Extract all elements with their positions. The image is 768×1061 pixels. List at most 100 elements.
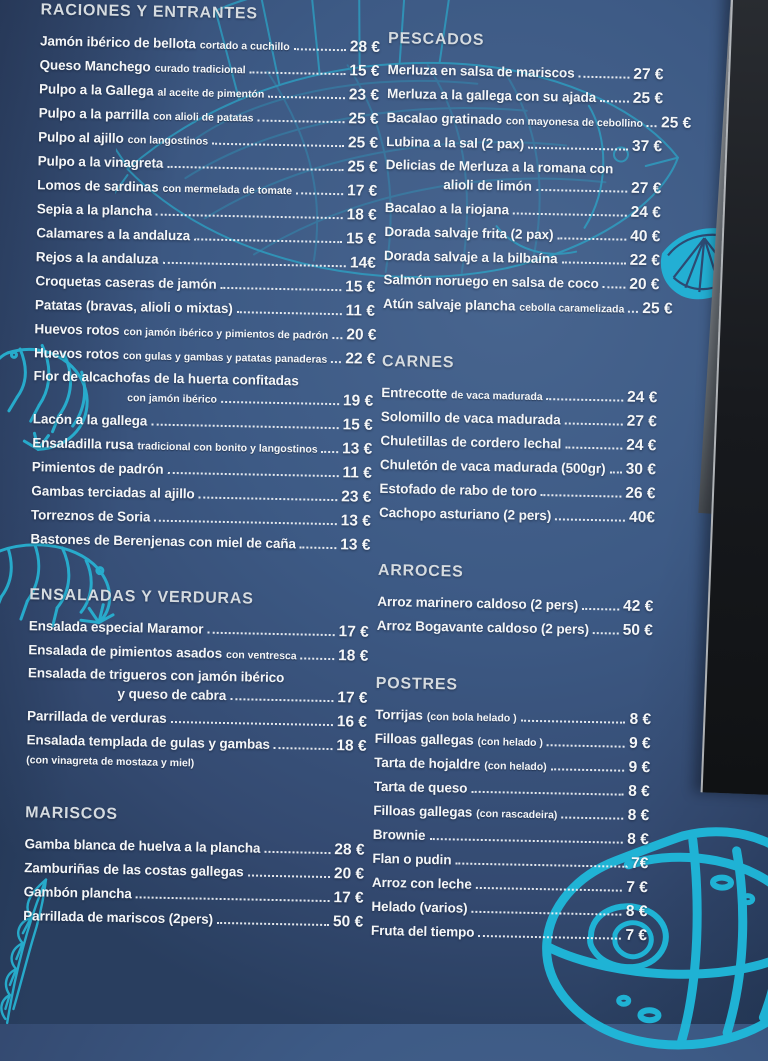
menu-item-row: Patatas (bravas, alioli o mixtas) 11 € [35,296,375,321]
menu-section-postres: POSTRES Torrijas (con bola helado ) 8 € Fill… [371,675,652,945]
item-name: Arroz Bogavante caldoso (2 pers) [376,617,590,637]
item-name: Lubina a la sal (2 pax) [386,134,525,152]
item-price: 8 € [629,710,652,729]
menu-item-row: Arroz marinero caldoso (2 pers) 42 € [377,593,653,616]
menu-item: Huevos rotos con gulas y gambas y patatas… [34,344,376,369]
item-price: 16 € [336,713,368,731]
dot-leader [628,310,639,313]
menu-item: Pulpo a la vinagreta 25 € [38,152,378,177]
item-name: Flan o pudin [372,850,452,868]
menu-section-raciones-y-entrantes: RACIONES Y ENTRANTES Jamón ibérico de bel… [30,1,380,554]
menu-item-row: alioli de limón 27 € [385,175,661,198]
menu-item-row: Huevos rotos con jamón ibérico y pimiento… [34,320,376,345]
item-price: 15 € [345,230,377,248]
item-name: Zamburiñas de las costas gallegas [24,860,244,880]
item-price: 37 € [631,137,663,156]
menu-item: Gambón plancha 17 € [24,883,364,908]
menu-item: Tarta de queso 8 € [374,778,650,801]
menu-item-row: Cachopo asturiano (2 pers) 40€ [379,504,655,527]
item-detail: cortado a cuchillo [199,39,290,54]
item-price: 18 € [337,647,369,665]
menu-item: Torreznos de Soria 13 € [31,506,371,531]
item-note: (con vinagreta de mostaza y miel) [26,754,195,770]
item-detail: (con bola helado ) [426,710,517,725]
item-name: Helado (varios) [371,898,468,916]
dot-leader [646,125,657,128]
dot-leader [520,719,626,724]
item-price: 13 € [340,512,372,530]
item-name: alioli de limón [443,177,532,194]
dot-leader [455,862,628,868]
menu-item: Ensalada de pimientos asados con ventresc… [28,641,368,666]
menu-item-row: Pulpo a la vinagreta 25 € [38,152,378,177]
dot-leader [135,896,330,903]
menu-item: Arroz con leche 7 € [372,874,648,897]
menu-item-row: Ensalada de pimientos asados con ventresc… [28,641,368,666]
menu-item-row: Ensaladilla rusa tradicional con bonito y… [32,434,372,459]
section-title: POSTRES [375,674,458,694]
dot-leader [257,119,345,124]
menu-item-row: Huevos rotos con gulas y gambas y patatas… [34,344,376,369]
dot-leader [167,471,339,478]
menu-item-row: Fruta del tiempo 7 € [371,922,647,945]
item-price: 17 € [337,689,368,707]
item-name: Lomos de sardinas [37,177,159,195]
dot-leader [557,237,627,241]
item-price: 17 € [346,182,378,200]
item-name: Gambón plancha [23,884,132,902]
item-name: Bastones de Berenjenas con miel de caña [30,531,297,552]
item-name: Arroz con leche [371,874,472,892]
menu-item-row: Bacalao a la riojana 24 € [385,199,661,222]
menu-item-row: Calamares a la andaluza 15 € [36,224,376,249]
item-name: Ensalada de pimientos asados [28,642,223,661]
item-name: Lacón a la gallega [32,411,148,429]
dot-leader [154,519,337,526]
menu-item-row: Dorada salvaje frita (2 pax) 40 € [384,223,660,246]
menu-item-row: Croquetas caseras de jamón 15 € [35,272,375,297]
dot-leader [535,188,628,193]
item-price: 8 € [627,806,650,825]
dot-leader [162,261,346,268]
item-name: Pulpo a la parrilla [38,105,150,123]
menu-item-row: Jamón ibérico de bellota cortado a cuchil… [40,32,380,57]
menu-item-row: Rejos a la andaluza 14€ [36,248,376,273]
item-name: Fruta del tiempo [370,922,475,940]
menu-item: Merluza en salsa de mariscos 27 € [387,61,663,84]
menu-item: Bastones de Berenjenas con miel de caña 1… [30,530,370,555]
menu-item: Entrecotte de vaca madurada 24 € [381,384,657,407]
dot-leader [212,142,344,148]
item-name: Pimientos de padrón [31,459,164,477]
item-name: Bacalao gratinado [386,110,503,128]
menu-item-row: Ensalada templada de gulas y gambas 18 € [26,731,366,756]
item-detail: (con rascadeira) [476,807,558,822]
item-price: 15 € [345,278,376,296]
item-price: 26 € [625,484,656,503]
menu-item-row: Tarta de hojaldre (con helado) 9 € [374,754,650,777]
dot-leader [207,631,335,637]
item-price: 20 € [333,865,365,883]
dot-leader [321,450,339,454]
item-detail: con mermelada de tomate [162,182,293,198]
item-name: Entrecotte [381,384,448,402]
menu-item: Cachopo asturiano (2 pers) 40€ [379,504,655,527]
item-price: 24 € [626,388,658,407]
menu-item: Torrijas (con bola helado ) 8 € [375,706,651,729]
dot-leader [429,837,624,844]
dot-leader [471,910,622,916]
menu-item-row: Arroz Bogavante caldoso (2 pers) 50 € [377,617,653,640]
menu-item-row: Dorada salvaje a la bilbaína 22 € [384,247,660,270]
menu-item: Pimientos de padrón 11 € [32,458,372,483]
dot-leader [230,698,334,703]
item-price: 7 € [626,878,649,897]
item-name: Sepia a la plancha [36,201,153,219]
item-price: 22 € [629,251,661,270]
menu-item: Jamón ibérico de bellota cortado a cuchil… [40,32,380,57]
item-detail: de vaca madurada [450,389,543,404]
item-price: 17 € [333,889,364,907]
dot-leader [528,146,628,151]
menu-section-pescados: PESCADOS Merluza en salsa de mariscos 27 €… [383,30,691,318]
menu-item: Patatas (bravas, alioli o mixtas) 11 € [35,296,375,321]
menu-section-arroces: ARROCES Arroz marinero caldoso (2 pers) 42… [377,562,654,640]
item-name: Merluza en salsa de mariscos [387,62,575,81]
